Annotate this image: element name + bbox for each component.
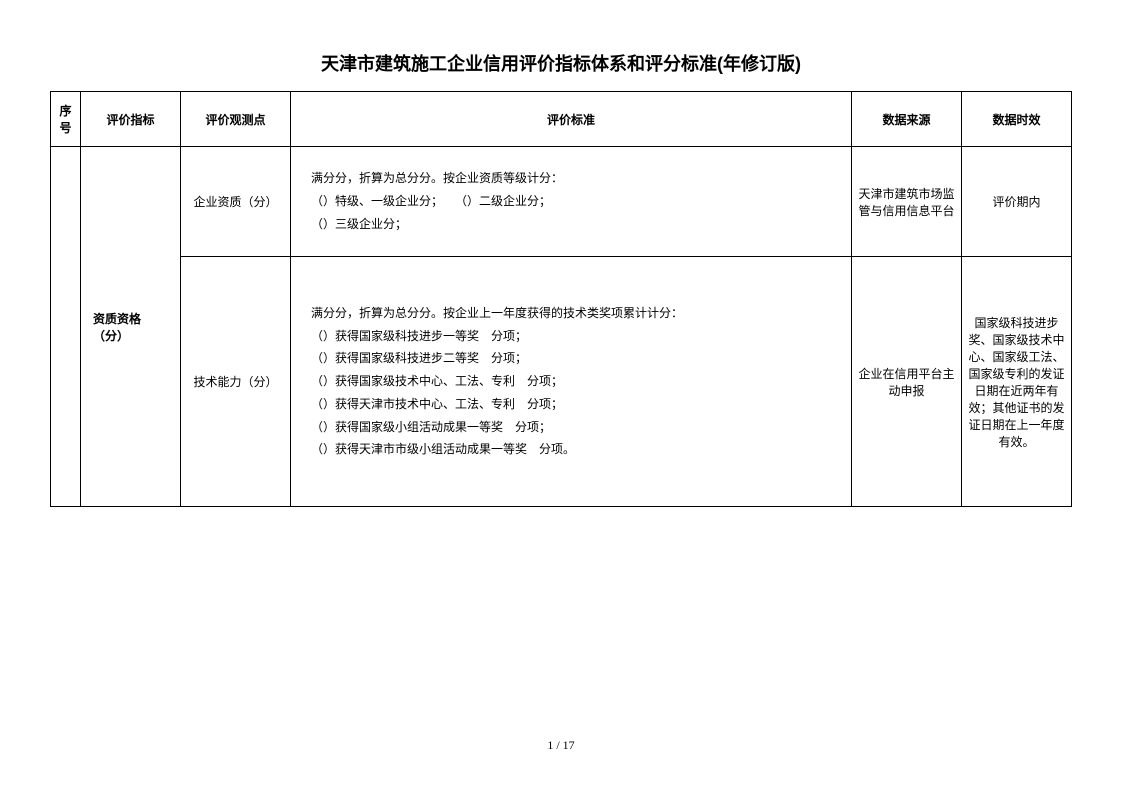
cell-observation: 技术能力（分） (181, 257, 291, 507)
cell-validity: 国家级科技进步奖、国家级技术中心、国家级工法、国家级专利的发证日期在近两年有效；… (962, 257, 1072, 507)
cell-validity: 评价期内 (962, 147, 1072, 257)
cell-seq (51, 147, 81, 507)
page-title: 天津市建筑施工企业信用评价指标体系和评分标准(年修订版) (50, 50, 1072, 76)
cell-source: 企业在信用平台主动申报 (852, 257, 962, 507)
cell-source: 天津市建筑市场监管与信用信息平台 (852, 147, 962, 257)
header-validity: 数据时效 (962, 92, 1072, 147)
header-observation: 评价观测点 (181, 92, 291, 147)
evaluation-table: 序号 评价指标 评价观测点 评价标准 数据来源 数据时效 资质资格（分） 企业资… (50, 91, 1072, 507)
cell-observation: 企业资质（分） (181, 147, 291, 257)
table-row: 资质资格（分） 企业资质（分） 满分分，折算为总分分。按企业资质等级计分：（）特… (51, 147, 1072, 257)
page-number: 1 / 17 (0, 738, 1122, 753)
cell-standard: 满分分，折算为总分分。按企业上一年度获得的技术类奖项累计计分：（）获得国家级科技… (291, 257, 852, 507)
table-header-row: 序号 评价指标 评价观测点 评价标准 数据来源 数据时效 (51, 92, 1072, 147)
cell-indicator: 资质资格（分） (81, 147, 181, 507)
header-indicator: 评价指标 (81, 92, 181, 147)
header-standard: 评价标准 (291, 92, 852, 147)
cell-standard: 满分分，折算为总分分。按企业资质等级计分：（）特级、一级企业分； （）二级企业分… (291, 147, 852, 257)
header-seq: 序号 (51, 92, 81, 147)
header-source: 数据来源 (852, 92, 962, 147)
table-row: 技术能力（分） 满分分，折算为总分分。按企业上一年度获得的技术类奖项累计计分：（… (51, 257, 1072, 507)
